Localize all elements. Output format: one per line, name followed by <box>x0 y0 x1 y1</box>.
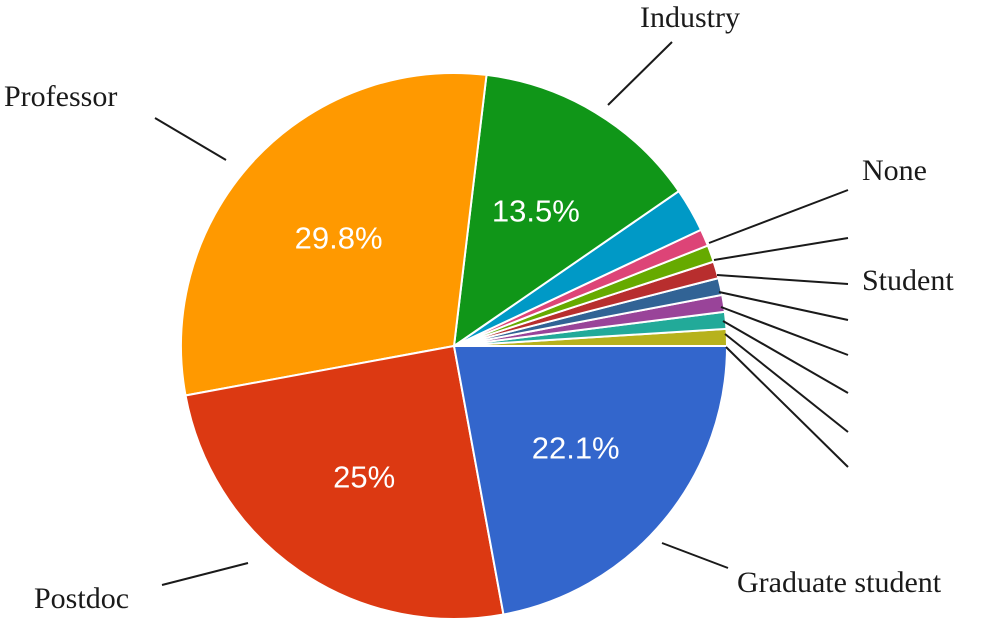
leader-line <box>716 274 849 285</box>
pie-slice-industry <box>452 73 681 349</box>
data-label: 29.8% <box>295 221 383 256</box>
leader-line <box>724 333 849 433</box>
category-label: None <box>862 154 927 187</box>
leader-line <box>718 291 849 321</box>
pie-slice-graduate-student <box>452 345 729 616</box>
leader-line <box>725 346 849 468</box>
leader-line <box>607 41 673 106</box>
leader-line <box>661 542 729 569</box>
leader-line <box>154 117 227 161</box>
category-label: Professor <box>4 80 117 113</box>
pie-slices <box>180 72 729 620</box>
data-label: 13.5% <box>492 193 580 228</box>
category-label: Industry <box>640 1 740 34</box>
data-label: 22.1% <box>532 430 620 465</box>
leader-line <box>161 562 249 586</box>
percent-labels: 13.5% 29.8% 25% 22.1% <box>295 193 620 494</box>
category-label: Student <box>862 264 954 297</box>
pie-slice-postdoc <box>184 344 505 620</box>
leader-line <box>713 237 849 261</box>
leader-line <box>708 189 849 244</box>
category-label: Graduate student <box>737 566 942 599</box>
leader-line <box>722 320 849 394</box>
leader-line <box>720 306 849 356</box>
leader-lines <box>154 41 849 586</box>
data-label: 25% <box>333 459 395 494</box>
pie-slice-professor <box>180 72 488 397</box>
category-labels: Student None Industry Professor Postdoc Gradu… <box>4 1 954 615</box>
category-label: Postdoc <box>34 582 129 615</box>
